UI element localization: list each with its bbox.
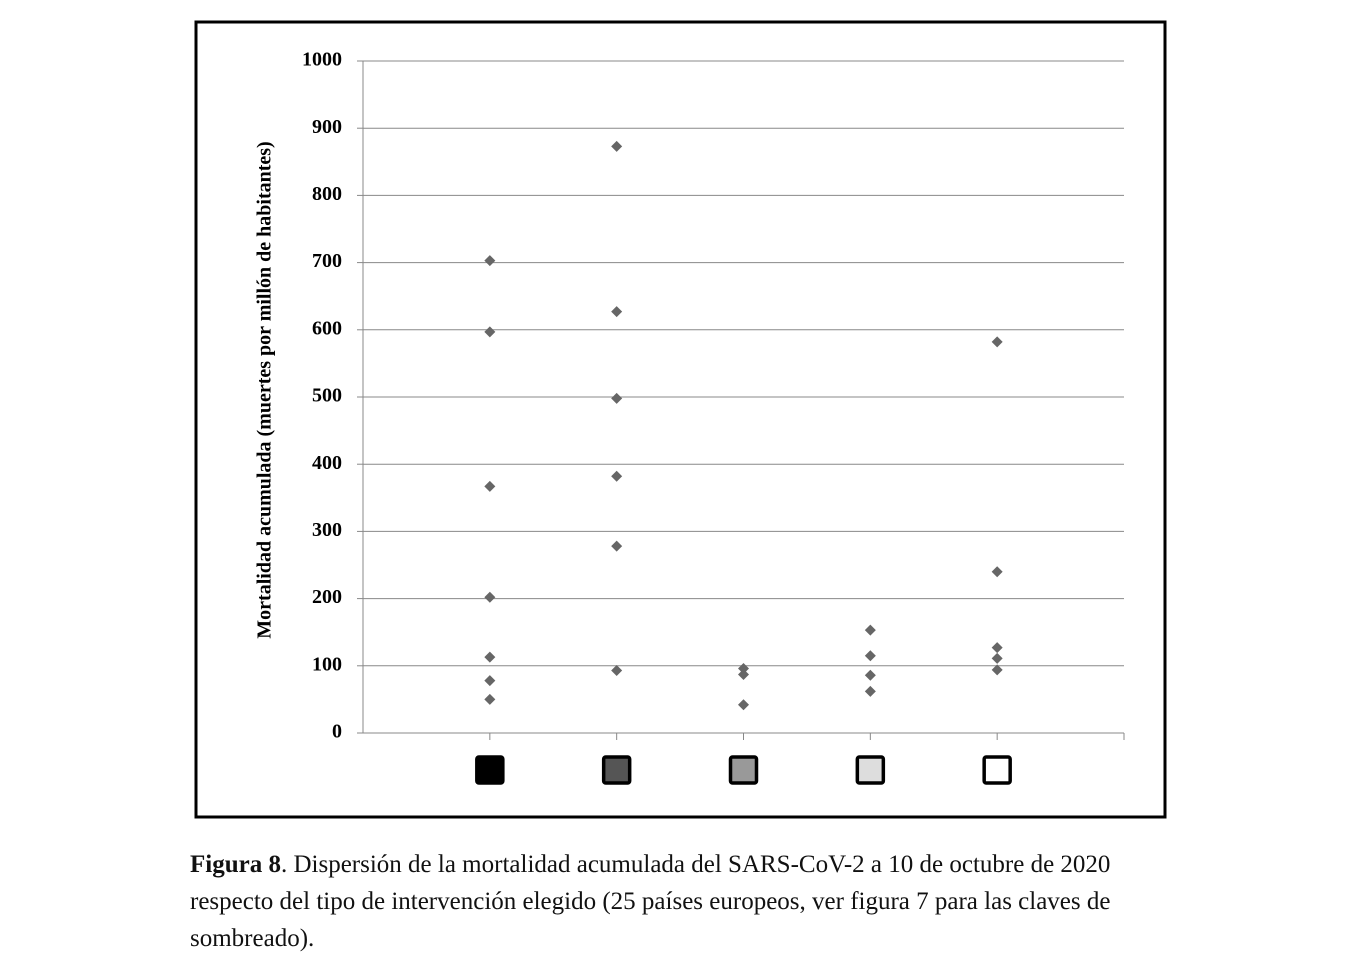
- point: [738, 662, 749, 674]
- point: [864, 650, 876, 662]
- point: [484, 651, 496, 663]
- category-key: [855, 755, 886, 785]
- point: [484, 480, 496, 492]
- point: [738, 669, 749, 681]
- category-key: [982, 755, 1012, 785]
- y-tick-label: 600: [312, 317, 342, 339]
- y-tick-label: 700: [312, 250, 342, 272]
- caption: Figura 8. Dispersión de la mortalidad ac…: [190, 846, 1165, 957]
- category-key: [601, 755, 632, 785]
- point: [484, 675, 496, 687]
- y-tick-label: 300: [312, 519, 342, 541]
- point: [991, 664, 1003, 676]
- point: [611, 306, 623, 318]
- point: [991, 566, 1003, 578]
- point: [484, 693, 496, 705]
- y-tick-label: 800: [312, 183, 342, 205]
- frame: [194, 20, 1167, 819]
- point: [991, 652, 1003, 664]
- point: [738, 699, 749, 711]
- point: [864, 685, 876, 697]
- point: [611, 470, 623, 482]
- category-key: [475, 755, 505, 785]
- y-tick-label: 0: [332, 721, 342, 743]
- point: [864, 624, 876, 636]
- caption-label: Figura 8: [190, 851, 281, 878]
- y-tick-label: 900: [312, 116, 342, 138]
- chart: Mortalidad acumulada (muertes por millón…: [194, 20, 1167, 819]
- point: [611, 392, 623, 404]
- y-tick-label: 100: [312, 653, 342, 675]
- point: [611, 540, 623, 552]
- point: [991, 336, 1003, 348]
- caption-text: . Dispersión de la mortalidad acumulada …: [190, 851, 1111, 952]
- category-key: [728, 755, 759, 785]
- point: [864, 669, 876, 681]
- y-axis-label: Mortalidad acumulada (muertes por millón…: [254, 141, 276, 638]
- point: [611, 140, 623, 152]
- point: [991, 642, 1003, 654]
- point: [484, 255, 496, 267]
- point: [484, 326, 496, 338]
- point: [611, 665, 623, 677]
- y-tick-label: 500: [312, 385, 342, 407]
- y-tick-label: 200: [312, 586, 342, 608]
- y-tick-label: 400: [312, 452, 342, 474]
- point: [484, 591, 496, 603]
- y-tick-label: 1000: [302, 49, 342, 71]
